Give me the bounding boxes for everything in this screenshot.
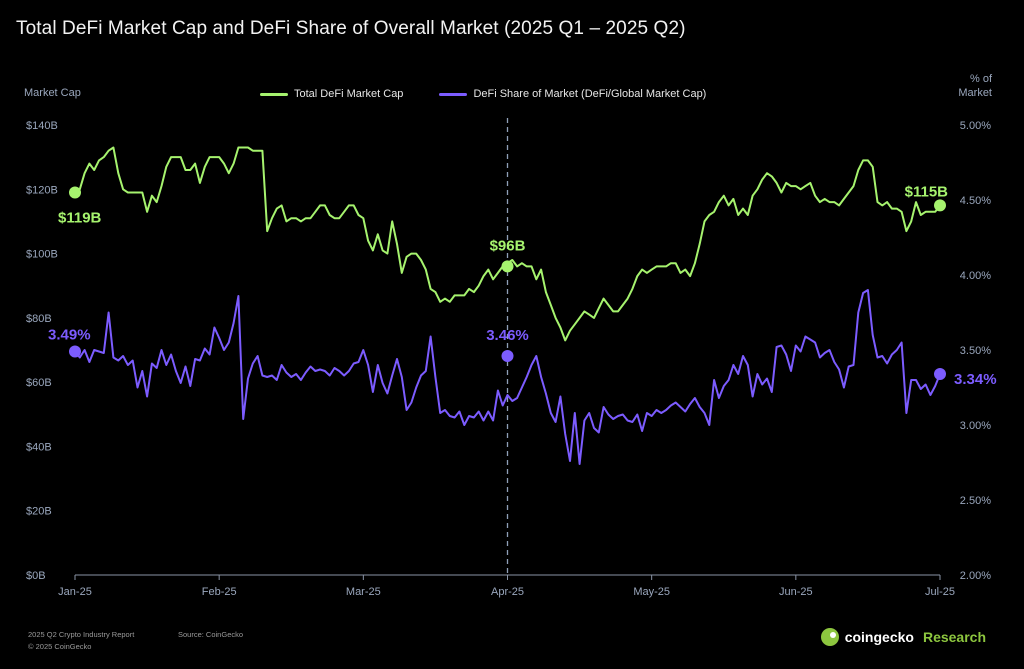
x-tick-label: Jun-25: [779, 586, 813, 598]
footer-report: 2025 Q2 Crypto Industry Report: [28, 630, 135, 639]
left-tick-label: $40B: [26, 441, 52, 453]
legend-label: DeFi Share of Market (DeFi/Global Market…: [473, 88, 707, 100]
left-tick-label: $0B: [26, 570, 46, 582]
left-tick-label: $80B: [26, 313, 52, 325]
right-axis-title: % of Market: [958, 72, 992, 100]
x-tick-label: Jul-25: [925, 586, 955, 598]
left-tick-label: $20B: [26, 506, 52, 518]
left-tick-label: $100B: [26, 249, 58, 261]
x-tick-label: Apr-25: [491, 586, 524, 598]
right-tick-label: 4.50%: [960, 195, 991, 207]
x-tick-label: Mar-25: [346, 586, 381, 598]
data-label: 3.46%: [486, 327, 529, 344]
legend-label: Total DeFi Market Cap: [294, 88, 404, 100]
footer-source: Source: CoinGecko: [178, 630, 244, 639]
series-line-defi-share: [74, 289, 941, 465]
right-tick-label: 2.50%: [960, 495, 991, 507]
data-label: $119B: [58, 210, 102, 227]
data-label: 3.34%: [954, 371, 997, 388]
right-tick-label: 3.00%: [960, 420, 991, 432]
data-label: $96B: [490, 237, 526, 254]
right-tick-label: 3.50%: [960, 345, 991, 357]
data-label: 3.49%: [48, 327, 91, 344]
data-label: $115B: [905, 183, 949, 200]
legend-item-defi-share: DeFi Share of Market (DeFi/Global Market…: [439, 88, 706, 100]
brand-logo: coingecko Research: [820, 628, 986, 646]
left-tick-label: $120B: [26, 184, 58, 196]
legend-item-defi-market-cap: Total DeFi Market Cap: [260, 88, 403, 100]
brand-suffix: Research: [922, 629, 986, 645]
left-tick-label: $60B: [26, 377, 52, 389]
footer-copyright: © 2025 CoinGecko: [28, 642, 92, 651]
legend-swatch-green: [260, 92, 288, 96]
right-tick-label: 4.00%: [960, 270, 991, 282]
coingecko-logo-icon: [820, 628, 839, 646]
brand-name: coingecko: [844, 629, 914, 645]
right-axis-title-line2: Market: [958, 87, 992, 99]
right-tick-label: 2.00%: [960, 570, 991, 582]
data-point-marker: [69, 186, 81, 199]
left-tick-label: $140B: [26, 120, 58, 132]
data-point-marker: [934, 368, 946, 380]
left-axis-title: Market Cap: [24, 87, 81, 99]
right-tick-label: 5.00%: [960, 120, 991, 132]
right-axis-title-line1: % of: [969, 73, 992, 85]
x-tick-label: Jan-25: [58, 586, 92, 598]
data-point-marker: [501, 350, 514, 362]
x-tick-label: May-25: [633, 586, 670, 598]
legend-swatch-purple: [439, 92, 468, 96]
data-point-marker: [934, 199, 946, 212]
chart-legend: Total DeFi Market Cap DeFi Share of Mark…: [260, 88, 706, 100]
x-tick-label: Feb-25: [202, 586, 237, 598]
data-point-marker: [501, 260, 514, 273]
data-point-marker: [69, 345, 81, 358]
chart-title: Total DeFi Market Cap and DeFi Share of …: [16, 18, 686, 39]
